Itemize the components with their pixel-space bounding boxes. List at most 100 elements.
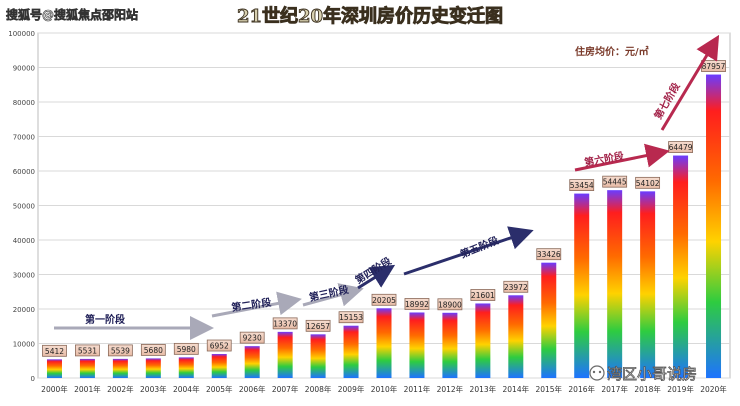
bar: [310, 334, 326, 378]
data-label: 5412: [45, 347, 64, 356]
phase-5-arrow: [403, 226, 534, 276]
x-tick-label: 2017年: [601, 384, 628, 394]
x-tick-label: 2020年: [700, 384, 727, 394]
data-label: 9230: [243, 334, 262, 343]
bar: [178, 357, 194, 378]
bar: [706, 74, 722, 379]
x-tick-label: 2005年: [206, 384, 233, 394]
data-label: 20205: [372, 296, 396, 305]
x-tick-label: 2004年: [173, 384, 200, 394]
wechat-icon: [589, 365, 605, 381]
x-tick-label: 2002年: [107, 384, 134, 394]
wechat-icon-dot: [592, 370, 596, 374]
data-label-box: [470, 289, 496, 301]
data-label: 5531: [78, 346, 97, 355]
bars: [46, 74, 722, 379]
data-label: 5980: [177, 345, 196, 354]
data-label-box: [173, 342, 199, 355]
data-label: 21601: [471, 291, 495, 300]
x-tick-label: 2013年: [470, 384, 497, 394]
phase-6-arrow: [574, 143, 670, 172]
y-tick-label: 10000: [13, 341, 35, 349]
bar: [574, 193, 590, 378]
bar: [541, 262, 557, 378]
data-label-box: [503, 280, 529, 293]
data-label-box: [371, 293, 397, 306]
data-label-box: [239, 331, 265, 344]
phase-arrows: [54, 34, 720, 340]
x-tick-label: 2016年: [568, 384, 595, 394]
wechat-icon-dot: [598, 370, 602, 374]
bar: [607, 190, 623, 378]
data-label: 18900: [438, 300, 462, 309]
bar: [244, 346, 260, 378]
phase-4-arrow: [357, 264, 396, 290]
phase-1-label: 第一阶段: [85, 313, 125, 326]
data-label: 87957: [702, 62, 726, 71]
bar: [508, 295, 524, 378]
bar: [211, 354, 227, 378]
data-label: 64479: [669, 143, 693, 152]
phase-7-arrow: [660, 34, 720, 131]
watermark-bottom: 湾区小哥说房: [589, 365, 697, 383]
bar: [343, 325, 359, 378]
data-label: 12657: [306, 322, 330, 331]
data-label-box: [140, 344, 166, 356]
x-tick-label: 2019年: [667, 384, 694, 394]
watermark-bottom-text: 湾区小哥说房: [607, 365, 697, 383]
data-label: 5680: [144, 346, 163, 355]
y-tick-label: 30000: [13, 272, 35, 280]
x-tick-label: 2001年: [74, 384, 101, 394]
bar: [112, 358, 128, 378]
x-tick-label: 2000年: [41, 384, 68, 394]
x-tick-label: 2010年: [371, 384, 398, 394]
x-tick-label: 2006年: [239, 384, 266, 394]
data-label-box: [437, 298, 463, 311]
data-label-box: [272, 317, 298, 330]
x-tick-label: 2012年: [437, 384, 464, 394]
data-label-box: [42, 344, 67, 357]
bar: [376, 308, 392, 378]
x-tick-label: 2003年: [140, 384, 167, 394]
data-label: 54102: [636, 179, 660, 188]
data-label: 13370: [273, 319, 297, 328]
bar: [475, 303, 491, 378]
x-tick-label: 2008年: [305, 384, 332, 394]
y-tick-label: 80000: [13, 99, 35, 107]
bar: [442, 312, 458, 378]
x-tick-label: 2014年: [503, 384, 530, 394]
data-label-box: [305, 319, 331, 332]
bar: [277, 331, 293, 378]
data-label: 15153: [339, 313, 363, 322]
data-label-box: [75, 344, 100, 357]
y-tick-label: 60000: [13, 168, 35, 176]
x-tick-label: 2009年: [338, 384, 365, 394]
y-axis: 0 10000 20000 30000 40000 50000 60000 70000 8000…: [8, 30, 35, 383]
y-tick-label: 20000: [13, 306, 35, 314]
y-tick-label: 70000: [13, 134, 35, 142]
unit-label: 住房均价：元/㎡: [575, 45, 649, 58]
data-label: 6952: [210, 342, 229, 351]
x-tick-label: 2011年: [404, 384, 431, 394]
data-label-box: [404, 298, 430, 310]
bar: [640, 191, 656, 378]
data-label: 33426: [537, 250, 561, 259]
bar: [673, 155, 689, 378]
watermark-top: 搜狐号@搜狐焦点邵阳站: [6, 7, 138, 22]
data-label: 5539: [111, 346, 130, 355]
data-labels: 5412 5531 5539 5680 5980 6952 9230 13370 12657 15…: [42, 60, 726, 357]
phase-2-arrow: [211, 291, 302, 318]
bar: [46, 359, 62, 378]
phase-3-arrow: [302, 283, 364, 307]
bar: [409, 312, 425, 378]
data-label: 23972: [504, 283, 528, 292]
chart-title: 21世纪20年深圳房价历史变迁图: [237, 5, 503, 27]
data-label-box: [569, 179, 595, 191]
bar: [145, 358, 161, 378]
y-tick-label: 0: [31, 375, 35, 383]
data-label-box: [635, 176, 661, 189]
data-label-box: [602, 175, 628, 188]
y-tick-label: 90000: [13, 65, 35, 73]
data-label-box: [338, 311, 364, 324]
data-label-box: [536, 248, 562, 261]
